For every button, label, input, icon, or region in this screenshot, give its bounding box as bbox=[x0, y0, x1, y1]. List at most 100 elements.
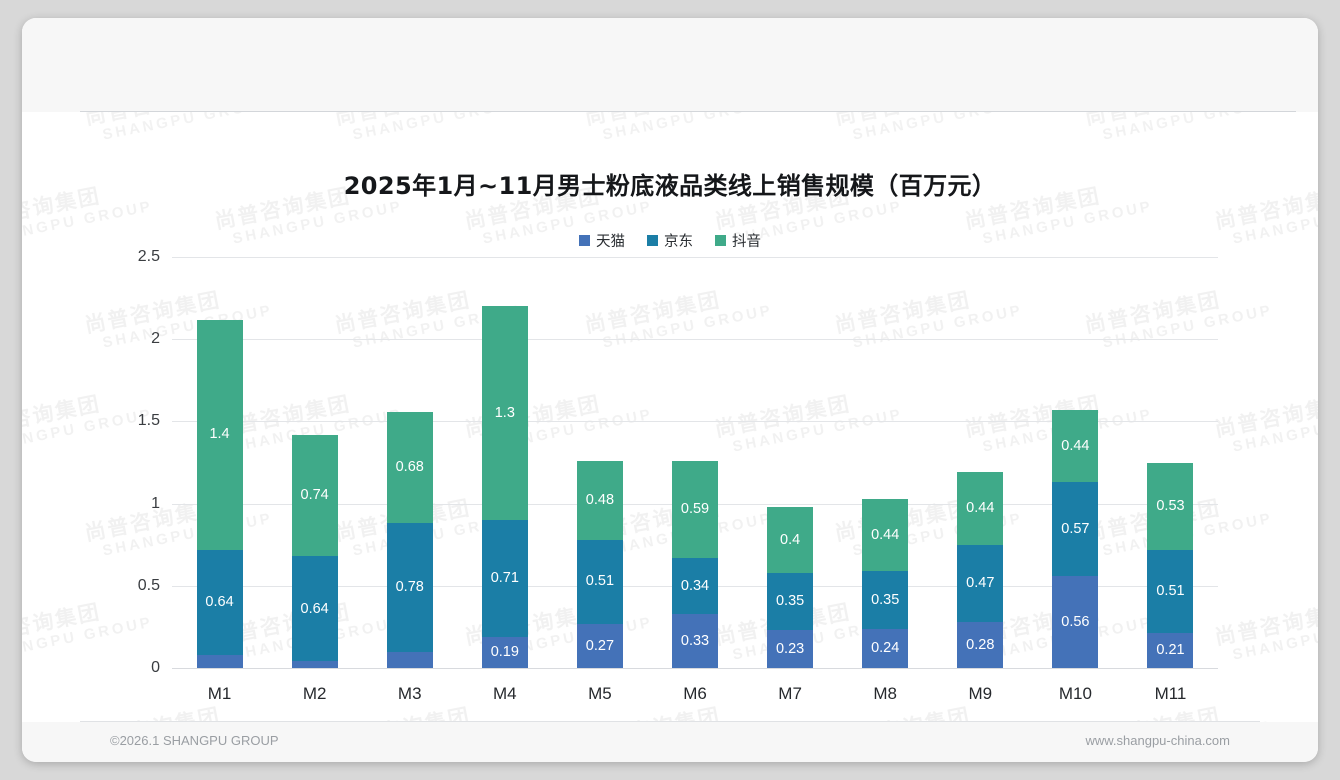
legend-label: 京东 bbox=[664, 234, 693, 250]
bar-segment-京东[interactable]: 0.78 bbox=[386, 523, 433, 652]
bar-group-M6[interactable]: 0.33 0.34 0.59 M6 bbox=[647, 257, 742, 703]
legend-item-京东[interactable]: 京东 bbox=[647, 230, 693, 251]
bar-segment-京东[interactable]: 0.51 bbox=[576, 539, 623, 624]
footer-bar: ©2026.1 SHANGPU GROUP www.shangpu-china.… bbox=[22, 722, 1318, 762]
bar-series-container: 0.08 0.64 1.4 M1 0.04 0.64 0.74 M2 0.1 0.78 0.68 M3… bbox=[172, 257, 1218, 703]
bar-group-M10[interactable]: 0.56 0.57 0.44 M10 bbox=[1028, 257, 1123, 703]
stacked-bar[interactable]: 0.33 0.34 0.59 bbox=[672, 460, 719, 668]
bar-value-label: 0.44 bbox=[871, 526, 900, 543]
bar-group-M1[interactable]: 0.08 0.64 1.4 M1 bbox=[172, 257, 267, 703]
y-axis-tick-label: 0 bbox=[151, 659, 160, 676]
bar-segment-京东[interactable]: 0.51 bbox=[1147, 549, 1194, 634]
bar-segment-京东[interactable]: 0.57 bbox=[1052, 482, 1099, 576]
bar-segment-京东[interactable]: 0.34 bbox=[672, 557, 719, 614]
bar-value-label: 0.44 bbox=[1061, 437, 1090, 454]
stacked-bar[interactable]: 0.23 0.35 0.4 bbox=[767, 506, 814, 668]
bar-segment-天猫[interactable]: 0.56 bbox=[1052, 575, 1099, 668]
bar-segment-京东[interactable]: 0.35 bbox=[767, 572, 814, 631]
footer-copyright: ©2026.1 SHANGPU GROUP bbox=[110, 733, 279, 748]
stacked-bar[interactable]: 0.1 0.78 0.68 bbox=[386, 411, 433, 668]
bar-segment-抖音[interactable]: 1.4 bbox=[196, 319, 243, 550]
bar-segment-京东[interactable]: 0.64 bbox=[196, 549, 243, 655]
y-axis-tick-label: 0.5 bbox=[137, 576, 160, 594]
bar-value-label: 0.47 bbox=[966, 575, 995, 592]
bar-value-label: 0.44 bbox=[966, 500, 995, 517]
bar-value-label: 0.4 bbox=[780, 531, 801, 548]
x-axis-tick-label: M10 bbox=[1058, 684, 1092, 703]
legend-item-天猫[interactable]: 天猫 bbox=[579, 230, 625, 251]
x-axis-tick-label: M6 bbox=[683, 684, 707, 703]
legend-item-抖音[interactable]: 抖音 bbox=[715, 230, 761, 251]
stacked-bar[interactable]: 0.21 0.51 0.53 bbox=[1147, 462, 1194, 668]
bar-segment-抖音[interactable]: 1.3 bbox=[481, 306, 528, 521]
bar-segment-抖音[interactable]: 0.74 bbox=[291, 434, 338, 557]
bar-segment-天猫[interactable]: 0.28 bbox=[957, 621, 1004, 668]
bar-value-label: 0.24 bbox=[871, 640, 900, 657]
bar-segment-天猫[interactable]: 0.33 bbox=[672, 613, 719, 668]
bar-value-label: 1.3 bbox=[494, 404, 515, 421]
bar-group-M4[interactable]: 0.19 0.71 1.3 M4 bbox=[457, 257, 552, 703]
bar-segment-抖音[interactable]: 0.44 bbox=[1052, 409, 1099, 483]
bar-group-M2[interactable]: 0.04 0.64 0.74 M2 bbox=[267, 257, 362, 703]
bar-value-label: 0.74 bbox=[300, 487, 329, 504]
bar-group-M3[interactable]: 0.1 0.78 0.68 M3 bbox=[362, 257, 457, 703]
gridline: 2 bbox=[151, 330, 1218, 347]
bar-value-label: 0.64 bbox=[205, 594, 234, 610]
bar-value-label: 0.19 bbox=[490, 644, 519, 661]
bar-value-label: 0.57 bbox=[1061, 520, 1090, 537]
bar-segment-京东[interactable]: 0.64 bbox=[291, 556, 338, 662]
bar-value-label: 0.33 bbox=[680, 632, 710, 649]
bar-segment-抖音[interactable]: 0.53 bbox=[1147, 462, 1194, 550]
bar-segment-京东[interactable]: 0.35 bbox=[862, 571, 909, 629]
stacked-bar[interactable]: 0.27 0.51 0.48 bbox=[576, 460, 623, 668]
bar-segment-天猫[interactable]: 0.23 bbox=[767, 630, 814, 668]
bar-segment-抖音[interactable]: 0.44 bbox=[862, 498, 909, 572]
legend-swatch-icon bbox=[579, 235, 590, 246]
stacked-bar[interactable]: 0.08 0.64 1.4 bbox=[196, 319, 243, 668]
bar-segment-抖音[interactable]: 0.48 bbox=[576, 460, 623, 540]
bar-segment-抖音[interactable]: 0.59 bbox=[672, 460, 719, 558]
bar-segment-抖音[interactable]: 0.4 bbox=[767, 506, 814, 573]
bar-segment-京东[interactable]: 0.71 bbox=[481, 520, 528, 637]
bar-segment-天猫[interactable]: 0.1 bbox=[386, 651, 433, 668]
bar-group-M9[interactable]: 0.28 0.47 0.44 M9 bbox=[933, 257, 1028, 703]
bar-group-M11[interactable]: 0.21 0.51 0.53 M11 bbox=[1123, 257, 1218, 703]
bar-segment-天猫[interactable]: 0.27 bbox=[576, 623, 623, 668]
y-axis-tick-label: 1 bbox=[151, 494, 160, 512]
bar-value-label: 0.78 bbox=[395, 579, 424, 596]
gridline: 1.5 bbox=[138, 412, 1218, 429]
bar-group-M5[interactable]: 0.27 0.51 0.48 M5 bbox=[552, 257, 647, 703]
bar-group-M8[interactable]: 0.24 0.35 0.44 M8 bbox=[838, 257, 933, 703]
stacked-bar[interactable]: 0.28 0.47 0.44 bbox=[957, 472, 1004, 668]
chart-plot: 00.511.522.5 0.080.641.4M10.040.640.74M2… bbox=[22, 18, 1318, 762]
gridline: 0.5 bbox=[138, 577, 1218, 594]
bar-segment-天猫[interactable]: 0.19 bbox=[481, 636, 528, 668]
bar-segment-天猫[interactable]: 0.04 bbox=[291, 661, 338, 668]
bar-segment-天猫[interactable]: 0.21 bbox=[1147, 633, 1194, 668]
bar-group-M7[interactable]: 0.23 0.35 0.4 M7 bbox=[743, 257, 838, 703]
stacked-bar[interactable]: 0.19 0.71 1.3 bbox=[481, 306, 528, 668]
stacked-bar[interactable]: 0.24 0.35 0.44 bbox=[862, 498, 909, 668]
bar-segment-天猫[interactable]: 0.08 bbox=[196, 654, 243, 668]
y-axis-tick-label: 1.5 bbox=[137, 412, 160, 430]
stacked-bar[interactable]: 0.04 0.64 0.74 bbox=[291, 434, 338, 668]
bar-segment-京东[interactable]: 0.47 bbox=[957, 544, 1004, 622]
bar-value-label: 0.59 bbox=[680, 501, 710, 518]
legend-label: 天猫 bbox=[596, 234, 625, 250]
bar-segment-抖音[interactable]: 0.44 bbox=[957, 472, 1004, 545]
bar-segment-天猫[interactable]: 0.24 bbox=[862, 628, 909, 668]
bar-segment-抖音[interactable]: 0.68 bbox=[386, 411, 433, 524]
stacked-bar[interactable]: 0.56 0.57 0.44 bbox=[1052, 409, 1099, 668]
